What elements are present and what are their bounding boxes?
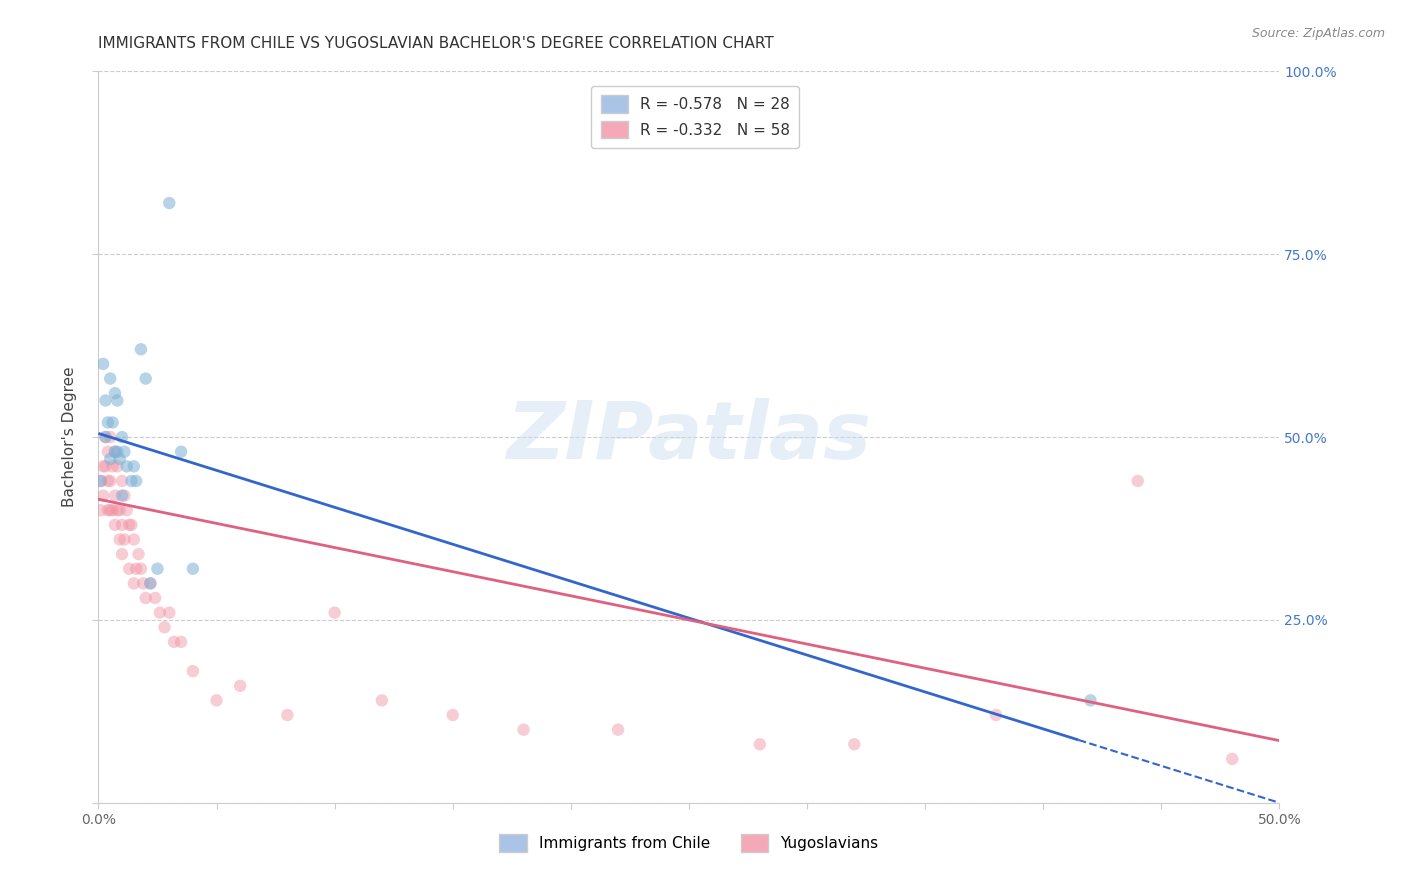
Point — [115, 459, 138, 474]
Point — [105, 444, 128, 458]
Point — [143, 591, 166, 605]
Point — [105, 503, 128, 517]
Point — [129, 562, 152, 576]
Point — [170, 635, 193, 649]
Point — [163, 635, 186, 649]
Point — [128, 547, 150, 561]
Point — [125, 474, 148, 488]
Point — [1126, 474, 1149, 488]
Text: IMMIGRANTS FROM CHILE VS YUGOSLAVIAN BACHELOR'S DEGREE CORRELATION CHART: IMMIGRANTS FROM CHILE VS YUGOSLAVIAN BAC… — [98, 36, 775, 51]
Point — [101, 416, 124, 430]
Point — [105, 393, 128, 408]
Point — [122, 533, 145, 547]
Point — [112, 533, 135, 547]
Point — [157, 196, 180, 211]
Y-axis label: Bachelor's Degree: Bachelor's Degree — [62, 367, 77, 508]
Point — [97, 416, 120, 430]
Point — [97, 474, 120, 488]
Point — [94, 459, 117, 474]
Point — [441, 708, 464, 723]
Point — [153, 620, 176, 634]
Point — [139, 576, 162, 591]
Point — [844, 737, 866, 751]
Point — [90, 474, 112, 488]
Point — [181, 562, 204, 576]
Point — [94, 430, 117, 444]
Point — [98, 371, 121, 385]
Point — [112, 489, 135, 503]
Point — [984, 708, 1007, 723]
Point — [121, 474, 143, 488]
Point — [104, 386, 127, 401]
Point — [1220, 752, 1243, 766]
Point — [122, 576, 145, 591]
Point — [91, 357, 114, 371]
Point — [90, 503, 112, 517]
Point — [90, 474, 112, 488]
Point — [181, 664, 204, 678]
Text: Source: ZipAtlas.com: Source: ZipAtlas.com — [1251, 27, 1385, 40]
Point — [111, 474, 134, 488]
Point — [135, 371, 157, 385]
Point — [276, 708, 298, 723]
Point — [111, 547, 134, 561]
Point — [98, 452, 121, 467]
Point — [118, 562, 141, 576]
Point — [149, 606, 172, 620]
Point — [748, 737, 770, 751]
Point — [91, 459, 114, 474]
Point — [94, 430, 117, 444]
Point — [512, 723, 534, 737]
Point — [129, 343, 152, 357]
Point — [108, 533, 131, 547]
Text: ZIPatlas: ZIPatlas — [506, 398, 872, 476]
Point — [97, 503, 120, 517]
Point — [94, 393, 117, 408]
Point — [104, 444, 127, 458]
Point — [170, 444, 193, 458]
Point — [132, 576, 155, 591]
Point — [135, 591, 157, 605]
Point — [98, 474, 121, 488]
Point — [122, 459, 145, 474]
Point — [108, 452, 131, 467]
Point — [139, 576, 162, 591]
Point — [371, 693, 394, 707]
Point — [97, 444, 120, 458]
Point — [104, 444, 127, 458]
Point — [101, 459, 124, 474]
Point — [146, 562, 169, 576]
Point — [115, 503, 138, 517]
Point — [98, 503, 121, 517]
Point — [229, 679, 252, 693]
Point — [205, 693, 228, 707]
Point — [104, 489, 127, 503]
Point — [111, 517, 134, 532]
Point — [1080, 693, 1102, 707]
Point — [112, 444, 135, 458]
Legend: Immigrants from Chile, Yugoslavians: Immigrants from Chile, Yugoslavians — [491, 825, 887, 861]
Point — [157, 606, 180, 620]
Point — [101, 503, 124, 517]
Point — [607, 723, 630, 737]
Point — [108, 503, 131, 517]
Point — [91, 489, 114, 503]
Point — [323, 606, 346, 620]
Point — [121, 517, 143, 532]
Point — [111, 430, 134, 444]
Point — [105, 459, 128, 474]
Point — [104, 517, 127, 532]
Point — [111, 489, 134, 503]
Point — [125, 562, 148, 576]
Point — [118, 517, 141, 532]
Point — [98, 430, 121, 444]
